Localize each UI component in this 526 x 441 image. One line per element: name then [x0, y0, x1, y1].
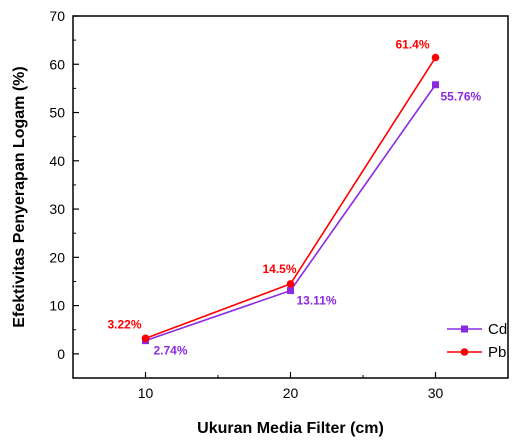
y-tick-label: 20: [49, 249, 65, 265]
legend: Cd Pb: [447, 321, 507, 361]
x-tick-label: 30: [428, 385, 444, 401]
y-tick-label: 50: [49, 105, 65, 121]
series-line: [145, 84, 437, 342]
legend-marker: [461, 325, 468, 333]
y-axis: 0 10 20 30 40 50 60 70: [49, 8, 79, 362]
legend-label: Pb: [488, 344, 506, 361]
y-axis-title: Efektivitas Penyerapan Logam (%): [11, 66, 28, 327]
y-tick-label: 10: [49, 298, 65, 314]
data-point: [432, 81, 439, 89]
series-cd: 2.74% 13.11% 55.76%: [142, 81, 482, 358]
x-axis: 10 20 30: [138, 372, 444, 401]
data-point: [431, 53, 440, 62]
legend-marker: [460, 348, 469, 356]
data-point: [141, 334, 150, 343]
data-label: 3.22%: [107, 317, 141, 331]
x-tick-label: 10: [138, 385, 154, 401]
legend-item-cd: Cd: [447, 321, 507, 338]
data-label: 61.4%: [395, 38, 429, 52]
y-tick-label: 30: [49, 201, 65, 217]
y-tick-label: 40: [49, 153, 65, 169]
legend-label: Cd: [488, 321, 507, 338]
series-line: [145, 57, 437, 340]
data-point: [286, 280, 295, 288]
data-label: 55.76%: [441, 90, 482, 104]
data-label: 2.74%: [154, 344, 188, 358]
data-point: [287, 287, 294, 295]
y-tick-label: 0: [57, 346, 65, 362]
x-axis-title: Ukuran Media Filter (cm): [197, 420, 384, 437]
y-tick-label: 60: [49, 56, 65, 72]
legend-item-pb: Pb: [447, 344, 506, 361]
x-tick-label: 20: [283, 385, 299, 401]
y-tick-label: 70: [49, 8, 65, 24]
data-label: 14.5%: [262, 262, 296, 276]
data-label: 13.11%: [297, 294, 337, 308]
series-pb: 3.22% 14.5% 61.4%: [107, 38, 440, 343]
series-layer: 2.74% 13.11% 55.76% 3.22% 14.5% 61.4%: [107, 38, 481, 358]
